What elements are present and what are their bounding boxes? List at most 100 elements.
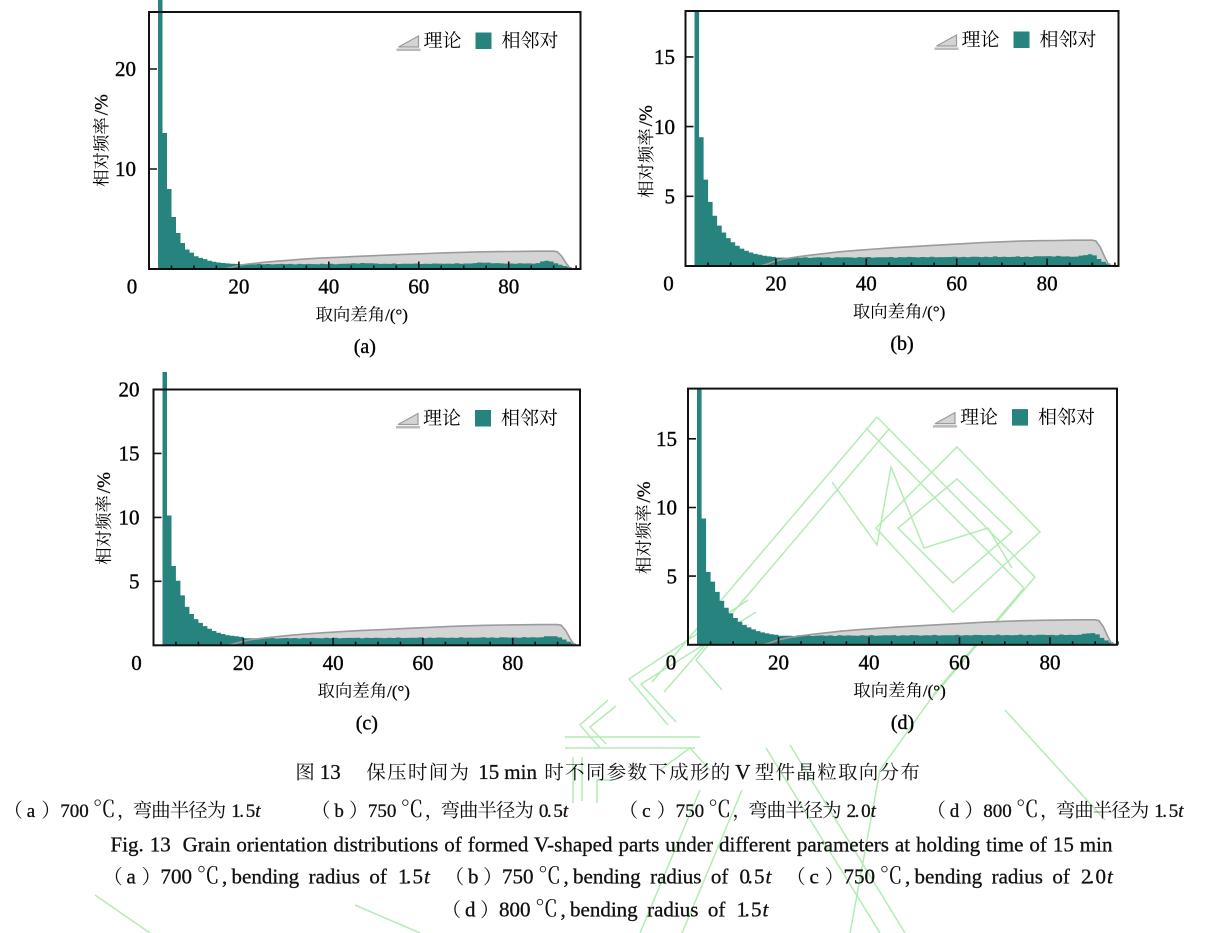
svg-text:/%: /% (636, 105, 657, 126)
svg-text:0: 0 (861, 801, 871, 822)
svg-text:a: a (27, 801, 36, 822)
svg-text:t: t (563, 801, 569, 822)
svg-text:.: . (1162, 801, 1167, 822)
svg-text:/(°): /(°) (387, 682, 410, 701)
svg-text:1: 1 (1154, 801, 1164, 822)
svg-text:t: t (424, 865, 431, 889)
svg-text:.: . (239, 801, 244, 822)
svg-text:t: t (763, 898, 770, 922)
svg-text:c: c (642, 801, 650, 822)
svg-text:/%: /% (94, 472, 115, 493)
svg-text:.: . (748, 865, 753, 889)
svg-text:15: 15 (656, 427, 677, 451)
svg-text:20: 20 (228, 275, 249, 299)
svg-text:0: 0 (663, 272, 674, 296)
svg-text:(d): (d) (891, 712, 914, 734)
svg-text:60: 60 (949, 650, 970, 674)
svg-text:750: 750 (368, 801, 397, 822)
svg-text:(c): (c) (356, 712, 378, 734)
svg-text:800: 800 (499, 898, 531, 922)
svg-text:5: 5 (246, 801, 256, 822)
svg-text:750: 750 (676, 801, 705, 822)
svg-text:1: 1 (398, 865, 409, 889)
svg-text:80: 80 (502, 651, 523, 675)
svg-text:b: b (334, 801, 344, 822)
svg-text:20: 20 (119, 378, 140, 402)
svg-text:t: t (255, 801, 261, 822)
svg-text:t: t (871, 801, 877, 822)
svg-text:750: 750 (502, 865, 534, 889)
svg-text:/%: /% (91, 94, 112, 115)
svg-text:d: d (465, 898, 476, 922)
svg-text:0: 0 (539, 801, 549, 822)
svg-text:.: . (547, 801, 552, 822)
svg-text:/(°): /(°) (923, 681, 946, 700)
svg-text:(b): (b) (890, 333, 913, 355)
svg-text:5: 5 (667, 564, 678, 588)
svg-text:40: 40 (859, 650, 880, 674)
svg-text:20: 20 (233, 651, 254, 675)
svg-text:,: , (564, 865, 569, 889)
svg-text:min: min (504, 760, 537, 784)
svg-text:1: 1 (231, 801, 241, 822)
svg-text:.: . (406, 865, 411, 889)
svg-text:0: 0 (740, 865, 751, 889)
svg-text:40: 40 (323, 651, 344, 675)
svg-text:10: 10 (119, 506, 140, 530)
svg-text:t: t (1107, 865, 1114, 889)
svg-text:(a): (a) (354, 336, 376, 358)
svg-text:15: 15 (478, 760, 499, 784)
svg-text:t: t (766, 865, 773, 889)
svg-text:5: 5 (751, 898, 762, 922)
svg-text:a: a (127, 865, 137, 889)
svg-text:0: 0 (1096, 865, 1107, 889)
svg-text:40: 40 (318, 275, 339, 299)
svg-text:20: 20 (115, 57, 136, 81)
svg-text:,: , (905, 865, 910, 889)
svg-text:,: , (561, 898, 566, 922)
svg-text:80: 80 (1040, 650, 1061, 674)
svg-text:10: 10 (656, 496, 677, 520)
svg-text:V: V (735, 760, 750, 784)
svg-text:15: 15 (654, 45, 675, 69)
svg-text:80: 80 (498, 275, 519, 299)
svg-text:700: 700 (60, 801, 88, 822)
svg-text:t: t (1178, 801, 1184, 822)
svg-text:80: 80 (1037, 272, 1058, 296)
svg-text:20: 20 (768, 650, 789, 674)
svg-text:60: 60 (946, 272, 967, 296)
svg-text:800: 800 (983, 801, 1012, 822)
svg-text:bending radius of: bending radius of (573, 865, 728, 889)
svg-text:bending radius of: bending radius of (570, 898, 725, 922)
svg-text:10: 10 (115, 157, 136, 181)
svg-text:750: 750 (844, 865, 876, 889)
svg-text:0: 0 (131, 651, 142, 675)
svg-text:700: 700 (161, 865, 193, 889)
svg-text:2: 2 (1081, 865, 1092, 889)
svg-text:b: b (468, 865, 479, 889)
svg-text:/%: /% (634, 481, 655, 502)
svg-text:20: 20 (765, 272, 786, 296)
svg-text:60: 60 (408, 275, 429, 299)
svg-text:2: 2 (847, 801, 857, 822)
svg-text:60: 60 (412, 651, 433, 675)
svg-text:5: 5 (754, 865, 765, 889)
svg-text:5: 5 (413, 865, 424, 889)
svg-text:5: 5 (665, 185, 676, 209)
svg-text:.: . (855, 801, 860, 822)
svg-text:40: 40 (856, 272, 877, 296)
svg-text:5: 5 (553, 801, 563, 822)
svg-text:.: . (1089, 865, 1094, 889)
svg-text:0: 0 (127, 275, 138, 299)
svg-text:.: . (745, 898, 750, 922)
svg-text:/(°): /(°) (922, 303, 945, 322)
svg-text:5: 5 (1169, 801, 1179, 822)
svg-text:5: 5 (129, 570, 140, 594)
svg-text:/(°): /(°) (385, 306, 408, 325)
svg-text:13: 13 (320, 760, 341, 784)
svg-text:10: 10 (654, 115, 675, 139)
svg-text:bending radius of: bending radius of (232, 865, 387, 889)
svg-text:bending radius of: bending radius of (915, 865, 1070, 889)
svg-text:c: c (810, 865, 819, 889)
svg-text:0: 0 (666, 650, 677, 674)
